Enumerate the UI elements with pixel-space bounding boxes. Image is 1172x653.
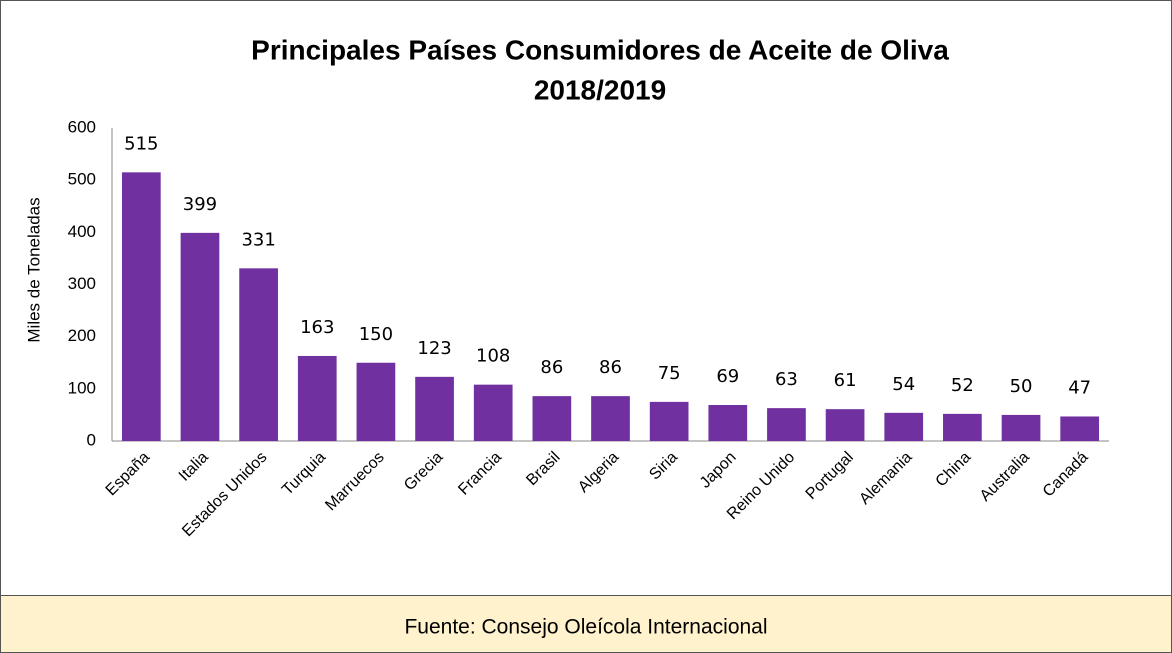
source-box <box>0 595 1172 653</box>
bar <box>297 355 337 441</box>
bar <box>473 384 513 441</box>
data-label: 54 <box>892 374 915 395</box>
data-label: 47 <box>1068 377 1091 398</box>
bar <box>1060 416 1100 441</box>
y-tick-label: 500 <box>68 170 96 189</box>
data-label: 399 <box>183 194 217 215</box>
data-label: 52 <box>951 375 974 396</box>
bar <box>825 409 865 441</box>
bar <box>1001 414 1041 441</box>
data-label: 150 <box>359 324 393 345</box>
bar <box>239 268 278 441</box>
data-label: 75 <box>658 363 681 384</box>
data-label: 515 <box>124 133 158 154</box>
y-tick-label: 100 <box>68 378 96 397</box>
data-label: 69 <box>716 366 739 387</box>
bar <box>356 362 396 441</box>
data-label: 331 <box>241 229 275 250</box>
data-label: 163 <box>300 317 334 338</box>
source: Fuente: Consejo Oleícola Internacional <box>404 616 767 639</box>
y-tick-label: 200 <box>68 326 96 345</box>
bar <box>532 396 572 441</box>
data-label: 61 <box>834 370 857 391</box>
chart-title: Principales Países Consumidores de Aceit… <box>251 34 949 65</box>
data-label: 123 <box>417 338 451 359</box>
data-label: 63 <box>775 369 798 390</box>
bar <box>591 396 630 441</box>
y-tick-label: 0 <box>87 430 96 449</box>
chart-subtitle: 2018/2019 <box>534 74 666 105</box>
y-axis-label: Miles de Toneladas <box>24 197 43 342</box>
bar <box>649 401 689 441</box>
data-label: 86 <box>599 357 622 378</box>
bar <box>767 408 806 441</box>
y-tick-label: 400 <box>68 222 96 241</box>
data-label: 108 <box>476 346 510 367</box>
bar <box>415 376 454 441</box>
bar <box>180 232 220 441</box>
data-label: 86 <box>540 357 563 378</box>
bar <box>884 412 924 441</box>
data-label: 50 <box>1010 376 1033 397</box>
bar <box>121 172 161 441</box>
y-tick-label: 600 <box>68 117 96 136</box>
y-tick-label: 300 <box>68 274 96 293</box>
bar <box>708 405 748 441</box>
bar <box>943 413 982 441</box>
